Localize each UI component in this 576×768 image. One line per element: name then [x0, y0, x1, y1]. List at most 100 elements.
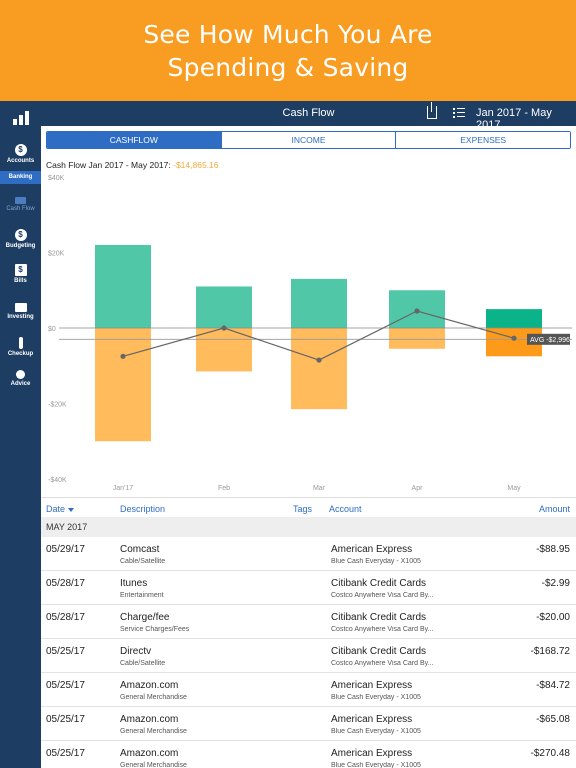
transaction-description: Directv [120, 646, 152, 657]
sidebar-item-investing[interactable]: Investing [0, 303, 41, 320]
share-icon[interactable] [427, 102, 437, 119]
transaction-account: Citibank Credit Cards [331, 646, 427, 657]
transaction-date: 05/25/17 [46, 680, 85, 691]
tab-income[interactable]: INCOME [220, 132, 396, 148]
transaction-account: American Express [331, 714, 413, 725]
income-bar[interactable] [291, 278, 347, 328]
sidebar-item-cash-flow[interactable]: Cash Flow [0, 197, 41, 212]
table-row[interactable]: 05/25/17 Amazon.com General Merchandise Ame… [41, 673, 576, 707]
transaction-account-detail: Blue Cash Everyday - X1005 [331, 728, 421, 735]
transaction-amount: -$168.72 [530, 646, 570, 657]
table-row[interactable]: 05/25/17 Amazon.com General Merchandise Ame… [41, 707, 576, 741]
table-row[interactable]: 05/28/17 Itunes Entertainment Citibank Cred… [41, 571, 576, 605]
tab-expenses[interactable]: EXPENSES [395, 132, 570, 148]
x-tick-label: Mar [313, 485, 326, 492]
sidebar-label-bills: Bills [14, 278, 27, 284]
expense-bar[interactable] [291, 328, 347, 410]
sidebar-label-cash-flow: Cash Flow [6, 206, 35, 212]
investing-icon [14, 303, 27, 312]
view-tabs: CASHFLOW INCOME EXPENSES [46, 131, 571, 149]
x-tick-label: Jan'17 [113, 485, 134, 492]
transaction-description: Amazon.com [120, 680, 179, 691]
column-date-sort[interactable]: Date [46, 504, 75, 514]
tab-cashflow[interactable]: CASHFLOW [47, 132, 221, 148]
net-cashflow-point[interactable] [120, 353, 126, 359]
transaction-date: 05/28/17 [46, 612, 85, 623]
sidebar-item-bills[interactable]: $ Bills [0, 264, 41, 284]
transaction-description: Amazon.com [120, 714, 179, 725]
section-header-month: MAY 2017 [41, 517, 576, 537]
sidebar-label-checkup: Checkup [7, 351, 34, 357]
income-bar[interactable] [95, 244, 151, 328]
transaction-category: General Merchandise [120, 762, 187, 768]
transaction-category: General Merchandise [120, 694, 187, 701]
y-tick-label: -$40K [48, 477, 67, 484]
column-tags[interactable]: Tags [293, 504, 313, 514]
expense-bar[interactable] [196, 328, 252, 372]
sidebar: $ Accounts Banking Cash Flow $ Budgeting… [0, 101, 41, 768]
transaction-date: 05/25/17 [46, 714, 85, 725]
transaction-account-detail: Blue Cash Everyday - X1005 [331, 558, 421, 565]
net-cashflow-point[interactable] [316, 357, 322, 363]
y-tick-label: $40K [48, 175, 65, 182]
y-tick-label: -$20K [48, 402, 67, 409]
sidebar-item-accounts[interactable]: $ Accounts [0, 144, 41, 164]
cashflow-icon [15, 197, 26, 204]
banner-line-1: See How Much You Are [143, 19, 433, 49]
sidebar-item-checkup[interactable]: Checkup [0, 337, 41, 357]
income-bar[interactable] [486, 309, 542, 328]
expense-bar[interactable] [389, 328, 445, 349]
date-range-selector[interactable]: Jan 2017 - May 2017 [476, 107, 552, 131]
expense-bar[interactable] [95, 328, 151, 442]
transaction-category: Service Charges/Fees [120, 626, 190, 633]
column-description[interactable]: Description [120, 504, 166, 514]
filter-list-icon[interactable] [453, 108, 465, 118]
table-row[interactable]: 05/29/17 Comcast Cable/Satellite American E… [41, 537, 576, 571]
transaction-amount: -$65.08 [536, 714, 570, 725]
cashflow-summary-label: Cash Flow Jan 2017 - May 2017: [46, 160, 171, 170]
y-tick-label: $20K [48, 251, 65, 258]
sidebar-item-banking[interactable]: Banking [0, 171, 41, 184]
average-label: AVG -$2,996 [530, 337, 570, 344]
transaction-amount: -$84.72 [536, 680, 570, 691]
column-account[interactable]: Account [329, 504, 362, 514]
transaction-date: 05/25/17 [46, 748, 85, 759]
transaction-amount: -$270.48 [530, 748, 570, 759]
transaction-amount: -$2.99 [541, 578, 570, 589]
transaction-account: American Express [331, 680, 413, 691]
table-header: Date Description Tags Account Amount [41, 497, 576, 517]
table-row[interactable]: 05/28/17 Charge/fee Service Charges/Fees Ci… [41, 605, 576, 639]
column-amount[interactable]: Amount [538, 504, 570, 514]
transaction-category: Cable/Satellite [120, 558, 166, 565]
x-tick-label: Apr [412, 485, 424, 492]
transaction-description: Comcast [120, 544, 160, 555]
transaction-description: Amazon.com [120, 748, 179, 759]
sidebar-label-accounts: Accounts [6, 158, 35, 164]
sidebar-item-advice[interactable]: Advice [0, 370, 41, 387]
banner-line-2: Spending & Saving [167, 52, 409, 82]
advice-icon [16, 370, 25, 379]
transaction-description: Itunes [120, 578, 148, 589]
table-row[interactable]: 05/25/17 Directv Cable/Satellite Citibank C… [41, 639, 576, 673]
transaction-date: 05/25/17 [46, 646, 85, 657]
net-cashflow-point[interactable] [414, 308, 420, 314]
net-cashflow-point[interactable] [511, 335, 517, 341]
checkup-icon [18, 337, 23, 349]
cashflow-chart[interactable]: $40K $20K $0 -$20K -$40K AVG -$2,996 Jan'17 Feb… [41, 168, 576, 496]
transaction-account-detail: Costco Anywhere Visa Card By... [331, 660, 434, 667]
transaction-account: Citibank Credit Cards [331, 578, 427, 589]
transaction-description: Charge/fee [120, 612, 170, 623]
transaction-account-detail: Costco Anywhere Visa Card By... [331, 626, 434, 633]
x-tick-label: Feb [218, 485, 230, 492]
transaction-date: 05/28/17 [46, 578, 85, 589]
bar-chart-logo-icon[interactable] [13, 111, 29, 125]
sidebar-label-investing: Investing [7, 314, 34, 320]
transaction-category: General Merchandise [120, 728, 187, 735]
table-row[interactable]: 05/25/17 Amazon.com General Merchandise Ame… [41, 741, 576, 768]
sort-down-icon [68, 507, 75, 512]
income-bar[interactable] [196, 286, 252, 328]
net-cashflow-point[interactable] [221, 325, 227, 331]
bills-icon: $ [14, 264, 27, 276]
sidebar-item-budgeting[interactable]: $ Budgeting [0, 229, 41, 249]
sidebar-label-budgeting: Budgeting [5, 243, 36, 249]
